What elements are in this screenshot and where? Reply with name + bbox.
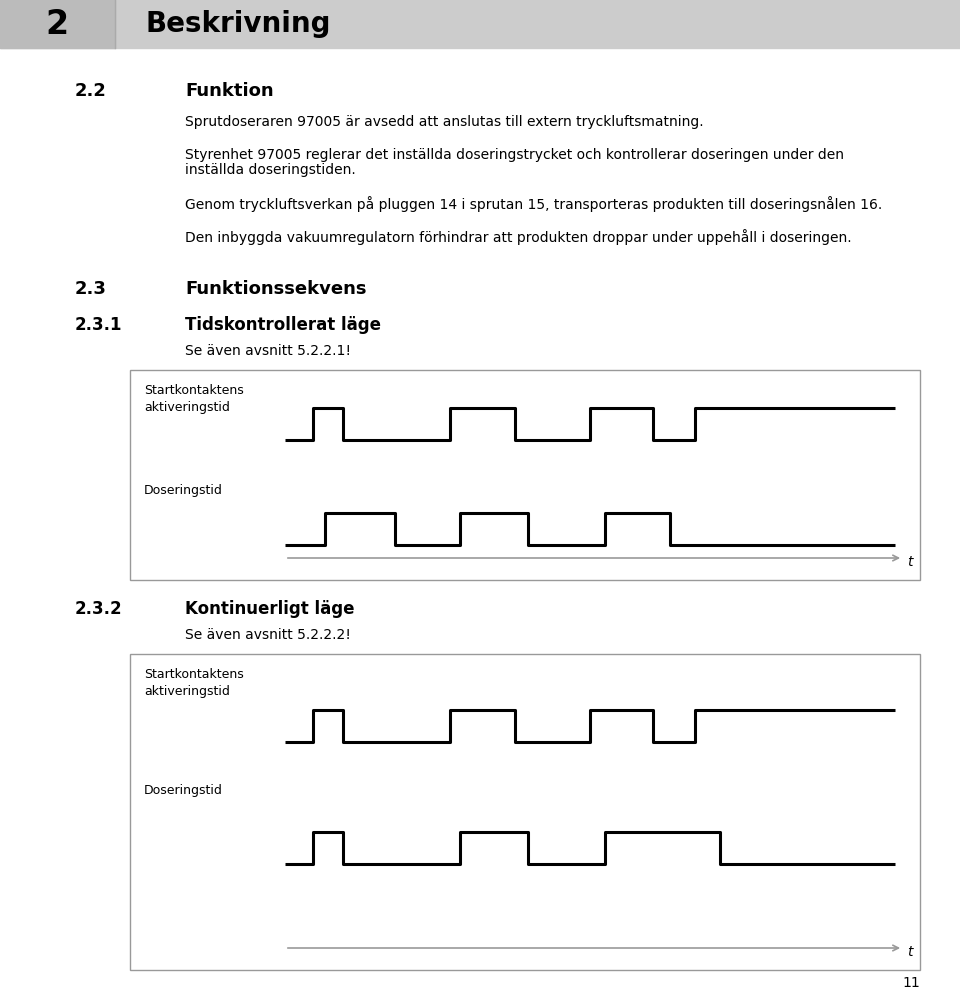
- Text: Genom tryckluftsverkan på pluggen 14 i sprutan 15, transporteras produkten till : Genom tryckluftsverkan på pluggen 14 i s…: [185, 196, 882, 212]
- Text: inställda doseringstiden.: inställda doseringstiden.: [185, 163, 356, 177]
- Text: Startkontaktens
aktiveringstid: Startkontaktens aktiveringstid: [144, 384, 244, 414]
- Bar: [0, 0, 115, 48]
- Text: Startkontaktens
aktiveringstid: Startkontaktens aktiveringstid: [144, 668, 244, 698]
- Text: Doseringstid: Doseringstid: [144, 784, 223, 797]
- Bar: [130, 370, 920, 580]
- Bar: [0, 0, 960, 48]
- Bar: [130, 654, 920, 970]
- Text: 11: 11: [902, 976, 920, 990]
- Text: t: t: [907, 555, 913, 569]
- Text: 2.3.2: 2.3.2: [75, 600, 123, 618]
- Text: t: t: [907, 945, 913, 959]
- Text: Den inbyggda vakuumregulatorn förhindrar att produkten droppar under uppehåll i : Den inbyggda vakuumregulatorn förhindrar…: [185, 229, 852, 244]
- Text: Kontinuerligt läge: Kontinuerligt läge: [185, 600, 354, 618]
- Text: Sprutdoseraren 97005 är avsedd att anslutas till extern tryckluftsmatning.: Sprutdoseraren 97005 är avsedd att anslu…: [185, 115, 704, 129]
- Text: Beskrivning: Beskrivning: [145, 10, 330, 38]
- Text: Se även avsnitt 5.2.2.2!: Se även avsnitt 5.2.2.2!: [185, 628, 350, 642]
- Text: Tidskontrollerat läge: Tidskontrollerat läge: [185, 316, 381, 334]
- Text: 2.3.1: 2.3.1: [75, 316, 123, 334]
- Text: 2.2: 2.2: [75, 82, 107, 100]
- Text: Se även avsnitt 5.2.2.1!: Se även avsnitt 5.2.2.1!: [185, 344, 351, 358]
- Text: Funktion: Funktion: [185, 82, 274, 100]
- Text: Funktionssekvens: Funktionssekvens: [185, 280, 367, 298]
- Text: Styrenhet 97005 reglerar det inställda doseringstrycket och kontrollerar doserin: Styrenhet 97005 reglerar det inställda d…: [185, 148, 844, 162]
- Text: 2.3: 2.3: [75, 280, 107, 298]
- Text: 2: 2: [45, 7, 68, 40]
- Text: Doseringstid: Doseringstid: [144, 484, 223, 497]
